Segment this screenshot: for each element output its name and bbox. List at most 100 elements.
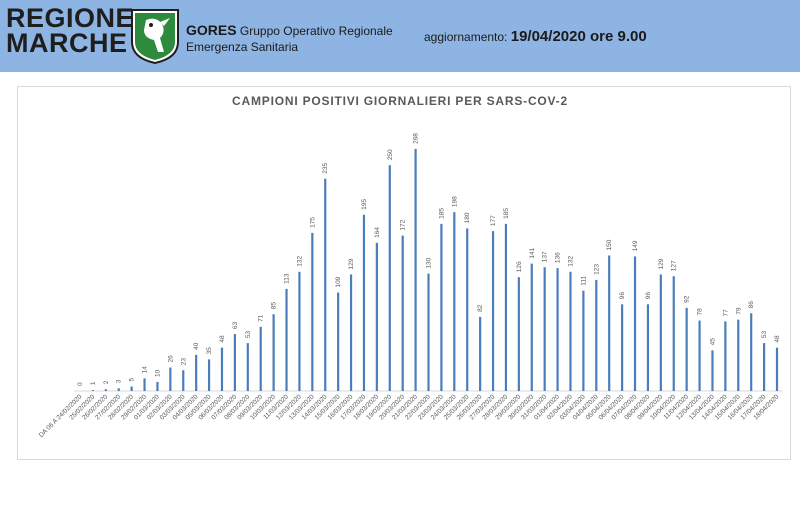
data-label: 82 xyxy=(477,304,484,312)
data-label: 129 xyxy=(348,258,355,269)
bar xyxy=(556,268,559,391)
data-label: 77 xyxy=(722,309,729,317)
data-label: 132 xyxy=(567,256,574,267)
update-info: aggiornamento: 19/04/2020 ore 9.00 xyxy=(424,28,647,45)
org-short-name: GORES xyxy=(186,22,237,38)
data-label: 235 xyxy=(322,162,329,173)
bar xyxy=(195,354,198,391)
bar xyxy=(220,347,224,391)
org-title: GORES Gruppo Operativo Regionale xyxy=(186,22,393,38)
data-label: 132 xyxy=(296,256,303,267)
data-label: 195 xyxy=(361,199,368,210)
region-logo-text: REGIONE MARCHE xyxy=(6,3,135,58)
bar xyxy=(504,223,508,391)
data-label: 26 xyxy=(167,355,174,363)
data-label: 92 xyxy=(684,295,691,303)
bar xyxy=(349,274,353,391)
header-banner: REGIONE MARCHE GORES Gruppo Operativo Re… xyxy=(0,0,800,72)
data-label: 185 xyxy=(503,208,510,219)
bar xyxy=(775,347,779,391)
region-emblem-icon xyxy=(131,9,179,64)
bar xyxy=(401,235,404,391)
data-label: 175 xyxy=(309,217,316,228)
bar xyxy=(246,343,249,391)
bar xyxy=(427,273,430,391)
data-label: 126 xyxy=(516,261,523,272)
data-label: 150 xyxy=(606,239,613,250)
data-label: 149 xyxy=(632,240,639,251)
bar xyxy=(259,326,262,391)
data-label: 45 xyxy=(709,338,716,346)
update-value: 19/04/2020 ore 9.00 xyxy=(510,28,647,45)
bar xyxy=(156,381,159,391)
data-label: 137 xyxy=(542,251,549,262)
data-label: 130 xyxy=(426,257,433,268)
bar xyxy=(698,320,701,391)
data-label: 1 xyxy=(90,381,97,385)
bar xyxy=(750,313,753,391)
bar xyxy=(233,334,236,391)
chart-title: CAMPIONI POSITIVI GIORNALIERI PER SARS-C… xyxy=(232,94,568,108)
bar xyxy=(595,279,598,391)
data-label: 85 xyxy=(271,302,278,310)
bar xyxy=(272,314,275,391)
bar xyxy=(375,242,378,391)
data-label: 3 xyxy=(116,379,123,383)
bar xyxy=(672,276,675,391)
bar xyxy=(298,271,301,391)
data-label: 35 xyxy=(206,347,213,355)
logo-line-2: MARCHE xyxy=(6,28,128,58)
bar xyxy=(169,367,172,391)
bar xyxy=(633,256,637,391)
bar xyxy=(337,292,340,391)
data-label: 111 xyxy=(580,275,587,285)
bar xyxy=(130,386,133,391)
data-label: 14 xyxy=(142,366,149,374)
data-label: 2 xyxy=(103,380,110,384)
data-label: 177 xyxy=(490,215,497,226)
bar xyxy=(491,231,495,391)
bar xyxy=(143,378,146,391)
data-label: 96 xyxy=(645,292,652,300)
org-line-1: Gruppo Operativo Regionale xyxy=(239,24,393,38)
bar xyxy=(621,304,624,391)
data-label: 86 xyxy=(748,301,755,309)
data-label: 141 xyxy=(529,247,536,258)
org-line-2: Emergenza Sanitaria xyxy=(186,40,299,54)
bar xyxy=(207,359,211,391)
bar xyxy=(182,370,185,391)
bar xyxy=(104,389,107,391)
bar xyxy=(324,178,327,391)
data-label: 48 xyxy=(219,335,226,343)
data-label: 0 xyxy=(77,382,84,386)
data-label: 5 xyxy=(129,377,136,381)
data-label: 185 xyxy=(438,208,445,219)
bar xyxy=(762,343,766,391)
bar xyxy=(582,290,585,391)
data-label: 23 xyxy=(180,358,187,366)
data-label: 109 xyxy=(335,276,342,287)
data-label: 127 xyxy=(671,260,678,271)
data-label: 129 xyxy=(658,258,665,269)
logo-line-1: REGIONE xyxy=(6,3,135,33)
data-label: 48 xyxy=(774,335,781,343)
bar xyxy=(91,390,95,391)
data-label: 180 xyxy=(464,212,471,223)
bar xyxy=(737,319,740,391)
data-label: 40 xyxy=(193,342,200,350)
data-label: 123 xyxy=(593,264,600,275)
bar xyxy=(711,350,714,391)
data-label: 268 xyxy=(413,133,420,144)
data-label: 172 xyxy=(400,219,407,230)
data-label: 96 xyxy=(619,292,626,300)
bar xyxy=(388,165,391,391)
bar xyxy=(608,255,611,391)
bar xyxy=(659,274,662,391)
bar xyxy=(479,316,482,391)
data-label: 63 xyxy=(232,321,239,329)
data-label: 164 xyxy=(374,227,381,238)
data-label: 250 xyxy=(387,149,394,160)
bar xyxy=(285,288,288,391)
bar xyxy=(311,232,314,391)
